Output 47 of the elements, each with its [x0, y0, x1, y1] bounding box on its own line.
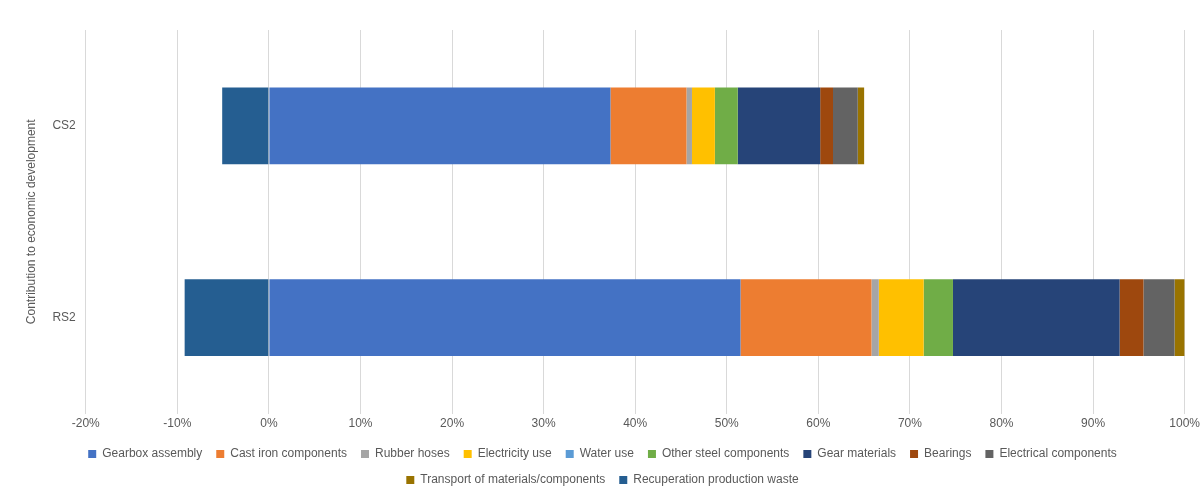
x-tick-label: 10% — [348, 416, 373, 431]
legend-label: Cast iron components — [230, 446, 347, 461]
legend-label: Bearings — [924, 446, 972, 461]
bar — [269, 279, 741, 357]
legend-label: Electrical components — [999, 446, 1117, 461]
x-tick-label: 50% — [714, 416, 740, 431]
x-tick-label: -10% — [163, 416, 192, 431]
bar — [610, 87, 687, 165]
bar — [714, 87, 738, 165]
legend-label: Electricity use — [477, 446, 553, 461]
bar — [952, 279, 1120, 357]
y-tick-label: RS2 — [52, 310, 77, 325]
bar — [878, 279, 924, 357]
bar — [269, 87, 611, 165]
x-tick-label: 90% — [1081, 416, 1106, 431]
bar — [923, 279, 953, 357]
bar — [1143, 279, 1175, 357]
y-tick-label: CS2 — [52, 118, 77, 133]
bar — [871, 279, 879, 357]
legend-label: Transport of materials/components — [420, 472, 606, 487]
bar — [1174, 279, 1185, 357]
legend-label: Recuperation production waste — [633, 472, 800, 487]
x-tick-label: 100% — [1169, 416, 1201, 431]
bar — [820, 87, 833, 165]
x-tick-label: 30% — [531, 416, 556, 431]
bar — [184, 279, 269, 357]
bar — [686, 87, 692, 165]
x-tick-label: 80% — [989, 416, 1014, 431]
bar — [857, 87, 865, 165]
bar — [691, 87, 715, 165]
bar — [833, 87, 858, 165]
x-tick-label: 70% — [897, 416, 923, 431]
x-tick-label: 20% — [440, 416, 465, 431]
x-tick-label: 60% — [806, 416, 831, 431]
bar — [740, 279, 872, 357]
bar — [222, 87, 269, 165]
legend-label: Gear materials — [817, 446, 897, 461]
x-tick-label: 0% — [260, 416, 278, 431]
x-tick-label: 40% — [623, 416, 648, 431]
legend-label: Rubber hoses — [374, 446, 450, 461]
bar — [737, 87, 821, 165]
legend-label: Water use — [579, 446, 635, 461]
x-tick-label: -20% — [71, 416, 101, 431]
y-axis-title: Contribution to economic development — [23, 118, 38, 325]
legend-label: Other steel components — [661, 446, 790, 461]
legend-label: Gearbox assembly — [102, 446, 203, 461]
bar — [1119, 279, 1144, 357]
